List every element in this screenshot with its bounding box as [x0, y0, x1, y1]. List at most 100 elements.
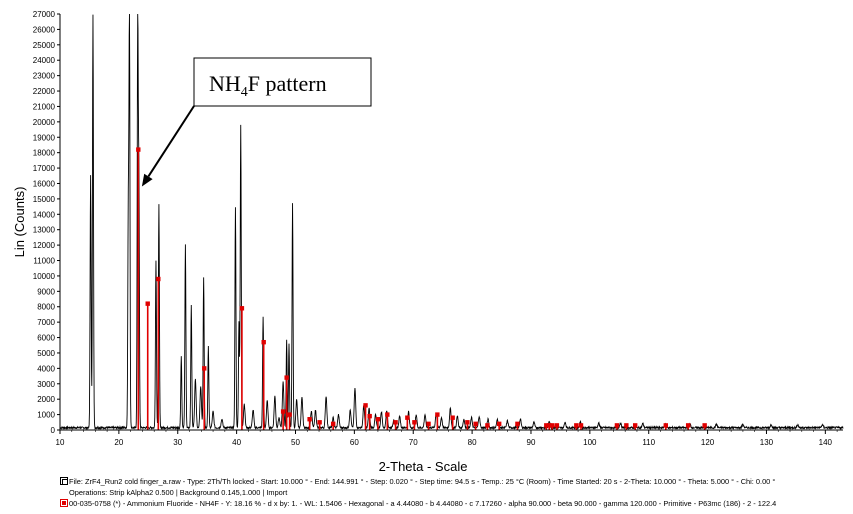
- y-tick-label: 7000: [37, 318, 55, 327]
- y-tick-label: 19000: [33, 133, 56, 142]
- legend-text-reference: 00-035-0758 (*) - Ammonium Fluoride - NH…: [69, 499, 777, 508]
- annotation-text: NH4F pattern: [209, 71, 327, 100]
- x-tick-label: 30: [173, 438, 182, 447]
- reference-marker: [145, 301, 150, 306]
- annotation-text-sub: 4: [241, 85, 248, 100]
- y-tick-label: 0: [51, 426, 56, 435]
- line-pattern-icon: [60, 477, 68, 485]
- reference-marker: [156, 276, 161, 282]
- reference-marker: [547, 423, 552, 428]
- reference-marker: [485, 423, 490, 428]
- x-tick-label: 80: [468, 438, 477, 447]
- x-axis-title: 2-Theta - Scale: [379, 459, 468, 474]
- reference-pattern-series: [136, 147, 707, 430]
- x-tick-label: 40: [232, 438, 241, 447]
- y-tick-label: 9000: [37, 287, 55, 296]
- reference-marker: [367, 413, 372, 419]
- reference-marker: [375, 417, 381, 422]
- reference-marker: [261, 339, 266, 345]
- y-axis-title: Lin (Counts): [12, 187, 27, 258]
- y-tick-label: 12000: [33, 241, 56, 250]
- reference-marker: [363, 403, 368, 408]
- x-tick-label: 120: [701, 438, 715, 447]
- y-tick-label: 25000: [33, 41, 56, 50]
- annotation-text-main: NH: [209, 71, 241, 96]
- y-tick-label: 8000: [37, 303, 55, 312]
- y-tick-label: 14000: [33, 210, 56, 219]
- reference-marker: [549, 423, 555, 428]
- legend-text-operations: Operations: Strip kAlpha2 0.500 | Backgr…: [69, 488, 288, 497]
- y-tick-label: 27000: [33, 10, 56, 19]
- reference-marker: [317, 420, 322, 425]
- y-tick-label: 24000: [33, 56, 56, 65]
- x-tick-label: 10: [56, 438, 65, 447]
- measured-pattern-line: [59, 13, 844, 431]
- legend-operations: Operations: Strip kAlpha2 0.500 | Backgr…: [69, 488, 287, 498]
- annotation-text-rest: F pattern: [248, 71, 327, 96]
- reference-marker: [578, 423, 584, 428]
- x-tick-label: 140: [819, 438, 833, 447]
- x-tick-label: 60: [350, 438, 359, 447]
- reference-marker: [624, 423, 629, 428]
- reference-marker: [330, 421, 336, 427]
- x-tick-label: 100: [583, 438, 597, 447]
- reference-marker: [473, 421, 478, 427]
- x-tick-label: 70: [409, 438, 418, 447]
- reference-marker: [554, 423, 560, 428]
- reference-marker: [496, 421, 502, 427]
- y-tick-label: 1000: [37, 411, 55, 420]
- reference-marker: [284, 375, 289, 380]
- reference-marker: [435, 412, 440, 417]
- y-tick-label: 11000: [33, 257, 55, 266]
- x-tick-label: 20: [114, 438, 123, 447]
- y-tick-label: 3000: [37, 380, 55, 389]
- red-square-icon: [60, 499, 68, 507]
- reference-marker: [515, 421, 520, 427]
- x-tick-label: 90: [527, 438, 536, 447]
- measured-pattern-series: [59, 13, 844, 431]
- legend-text-measured: File: ZrF4_Run2 cold finger_a.raw - Type…: [69, 477, 776, 486]
- y-tick-label: 13000: [33, 226, 56, 235]
- reference-marker: [280, 409, 286, 414]
- y-tick-label: 5000: [37, 349, 55, 358]
- reference-marker: [287, 412, 292, 417]
- annotation-arrowhead: [141, 173, 153, 187]
- reference-marker: [632, 423, 638, 428]
- reference-marker: [465, 420, 470, 425]
- reference-marker: [702, 423, 707, 428]
- reference-marker: [663, 423, 668, 428]
- y-tick-label: 22000: [33, 87, 56, 96]
- reference-marker: [239, 306, 245, 311]
- reference-marker: [412, 420, 417, 425]
- y-tick-label: 21000: [33, 102, 56, 111]
- reference-marker: [405, 415, 410, 420]
- legend-entry-measured: File: ZrF4_Run2 cold finger_a.raw - Type…: [60, 477, 775, 487]
- legend-entry-reference: 00-035-0758 (*) - Ammonium Fluoride - NH…: [60, 499, 776, 509]
- y-tick-label: 18000: [33, 149, 56, 158]
- reference-marker: [450, 415, 455, 420]
- x-tick-label: 110: [642, 438, 655, 447]
- y-tick-label: 4000: [37, 364, 55, 373]
- y-tick-label: 26000: [33, 25, 56, 34]
- reference-marker: [393, 420, 398, 425]
- y-tick-label: 10000: [33, 272, 56, 281]
- y-tick-label: 20000: [33, 118, 56, 127]
- y-tick-label: 16000: [33, 179, 56, 188]
- x-tick-label: 50: [291, 438, 300, 447]
- y-tick-label: 2000: [37, 395, 55, 404]
- annotation-box: [193, 57, 372, 107]
- y-axis-ticks: 0 1000 2000 3000 4000 5000 6000 7000 8000 9000 100…: [33, 10, 60, 435]
- reference-marker: [614, 423, 620, 428]
- y-tick-label: 6000: [37, 334, 55, 343]
- y-tick-label: 17000: [33, 164, 56, 173]
- x-axis-ticks: 10 20 30 40 50 60 70 80 90 100 110 120 130 140: [56, 430, 838, 447]
- reference-marker: [202, 366, 207, 371]
- reference-marker: [544, 423, 549, 428]
- reference-marker: [685, 423, 691, 428]
- reference-marker: [307, 417, 312, 422]
- reference-marker: [574, 423, 579, 428]
- y-tick-label: 15000: [33, 195, 56, 204]
- annotation-arrow: [147, 105, 195, 177]
- reference-marker: [385, 412, 390, 417]
